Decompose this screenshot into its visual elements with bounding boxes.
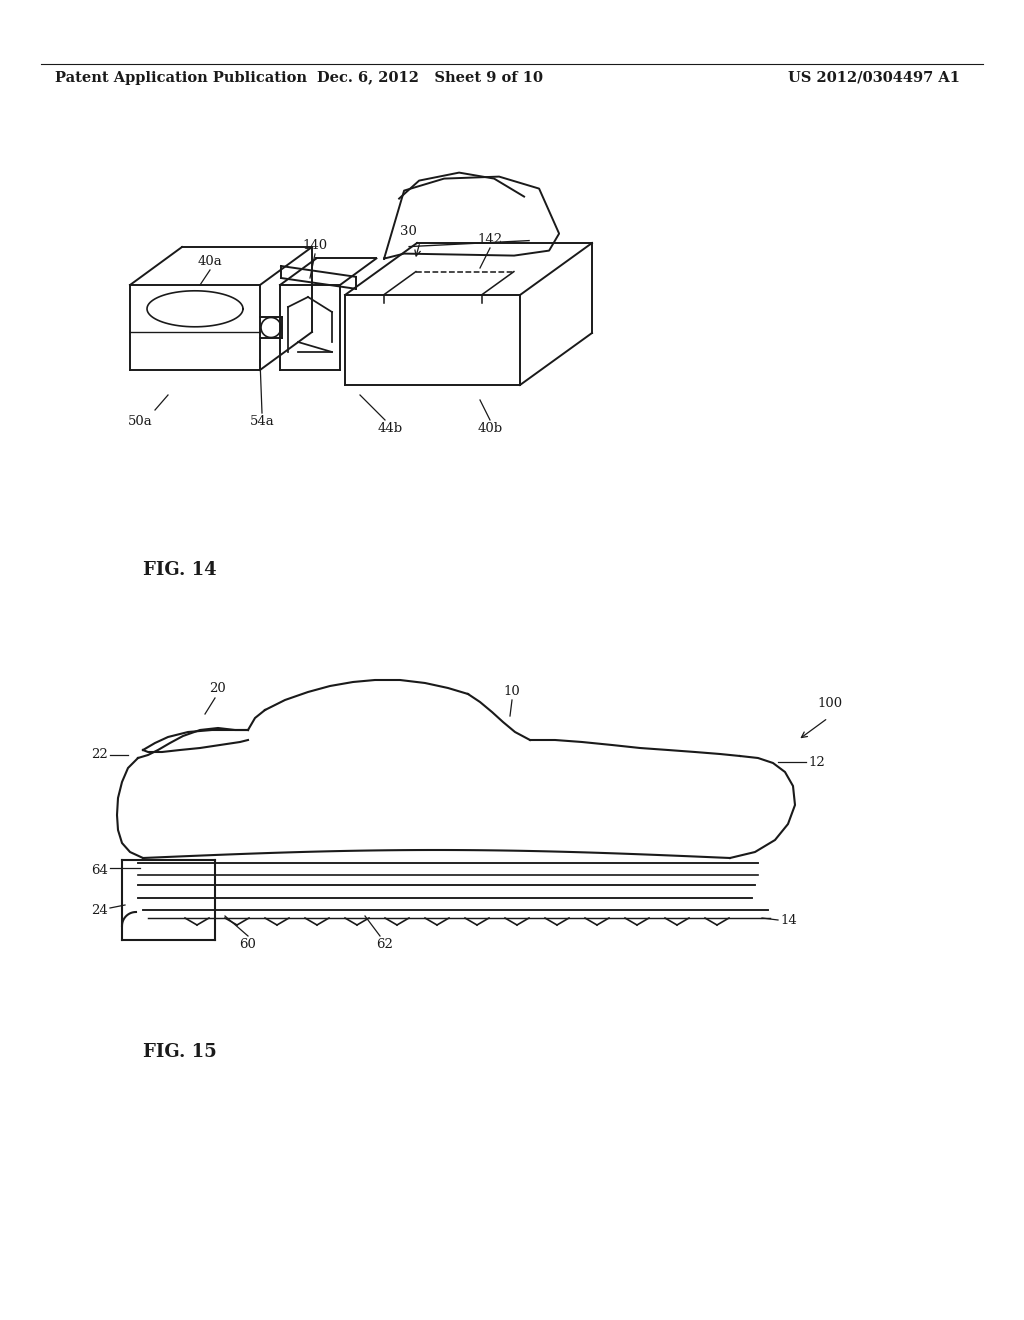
Text: Patent Application Publication: Patent Application Publication xyxy=(55,71,307,84)
Text: 64: 64 xyxy=(91,863,108,876)
Text: 44b: 44b xyxy=(378,422,402,436)
Text: 50a: 50a xyxy=(128,414,153,428)
Text: 40b: 40b xyxy=(477,422,503,436)
Text: 140: 140 xyxy=(302,239,328,252)
Text: 24: 24 xyxy=(91,903,108,916)
Text: 54a: 54a xyxy=(250,414,274,428)
Text: FIG. 14: FIG. 14 xyxy=(143,561,217,579)
Text: 40a: 40a xyxy=(198,255,222,268)
Text: US 2012/0304497 A1: US 2012/0304497 A1 xyxy=(788,71,961,84)
Text: 14: 14 xyxy=(780,913,797,927)
Text: 20: 20 xyxy=(210,682,226,696)
Text: 30: 30 xyxy=(399,224,417,238)
Text: 62: 62 xyxy=(377,939,393,950)
Text: 142: 142 xyxy=(477,234,503,246)
Text: 10: 10 xyxy=(504,685,520,698)
Text: 22: 22 xyxy=(91,748,108,762)
Text: FIG. 15: FIG. 15 xyxy=(143,1043,217,1061)
Text: 60: 60 xyxy=(240,939,256,950)
Text: 12: 12 xyxy=(808,755,824,768)
Text: 100: 100 xyxy=(817,697,843,710)
Text: Dec. 6, 2012   Sheet 9 of 10: Dec. 6, 2012 Sheet 9 of 10 xyxy=(317,71,543,84)
